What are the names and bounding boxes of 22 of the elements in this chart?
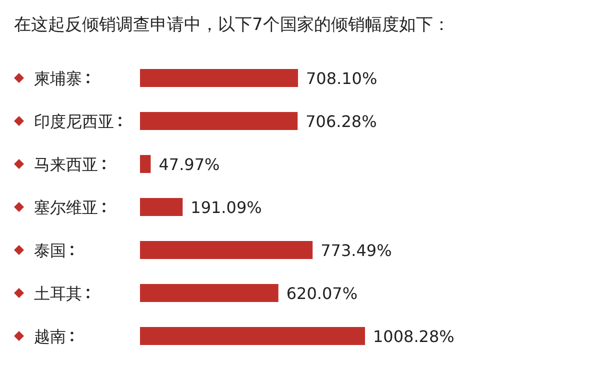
y-tick-label: 印度尼西亚 (34, 112, 114, 131)
bar (140, 155, 151, 173)
data-label: 191.09% (190, 198, 262, 217)
data-label: 1008.28% (373, 327, 454, 346)
data-label: 706.28% (306, 112, 377, 131)
bar (140, 112, 298, 130)
bar (140, 327, 365, 345)
bar (140, 241, 313, 259)
data-label: 708.10% (306, 69, 378, 88)
bar (140, 284, 278, 302)
chart-title: 在这起反倾销调查申请中，以下7个国家的倾销幅度如下： (14, 15, 450, 35)
data-label: 47.97% (158, 155, 220, 174)
data-label: 620.07% (286, 284, 358, 303)
y-tick-label: 柬埔寨 (34, 69, 82, 88)
data-label: 773.49% (320, 241, 392, 260)
y-tick-label: 土耳其 (34, 284, 82, 303)
bar (140, 198, 183, 216)
y-tick-label: 马来西亚 (34, 155, 98, 174)
bar (140, 69, 298, 87)
y-tick-label: 塞尔维亚 (34, 198, 98, 217)
y-tick-label: 越南 (34, 327, 66, 346)
y-tick-label: 泰国 (34, 241, 66, 260)
